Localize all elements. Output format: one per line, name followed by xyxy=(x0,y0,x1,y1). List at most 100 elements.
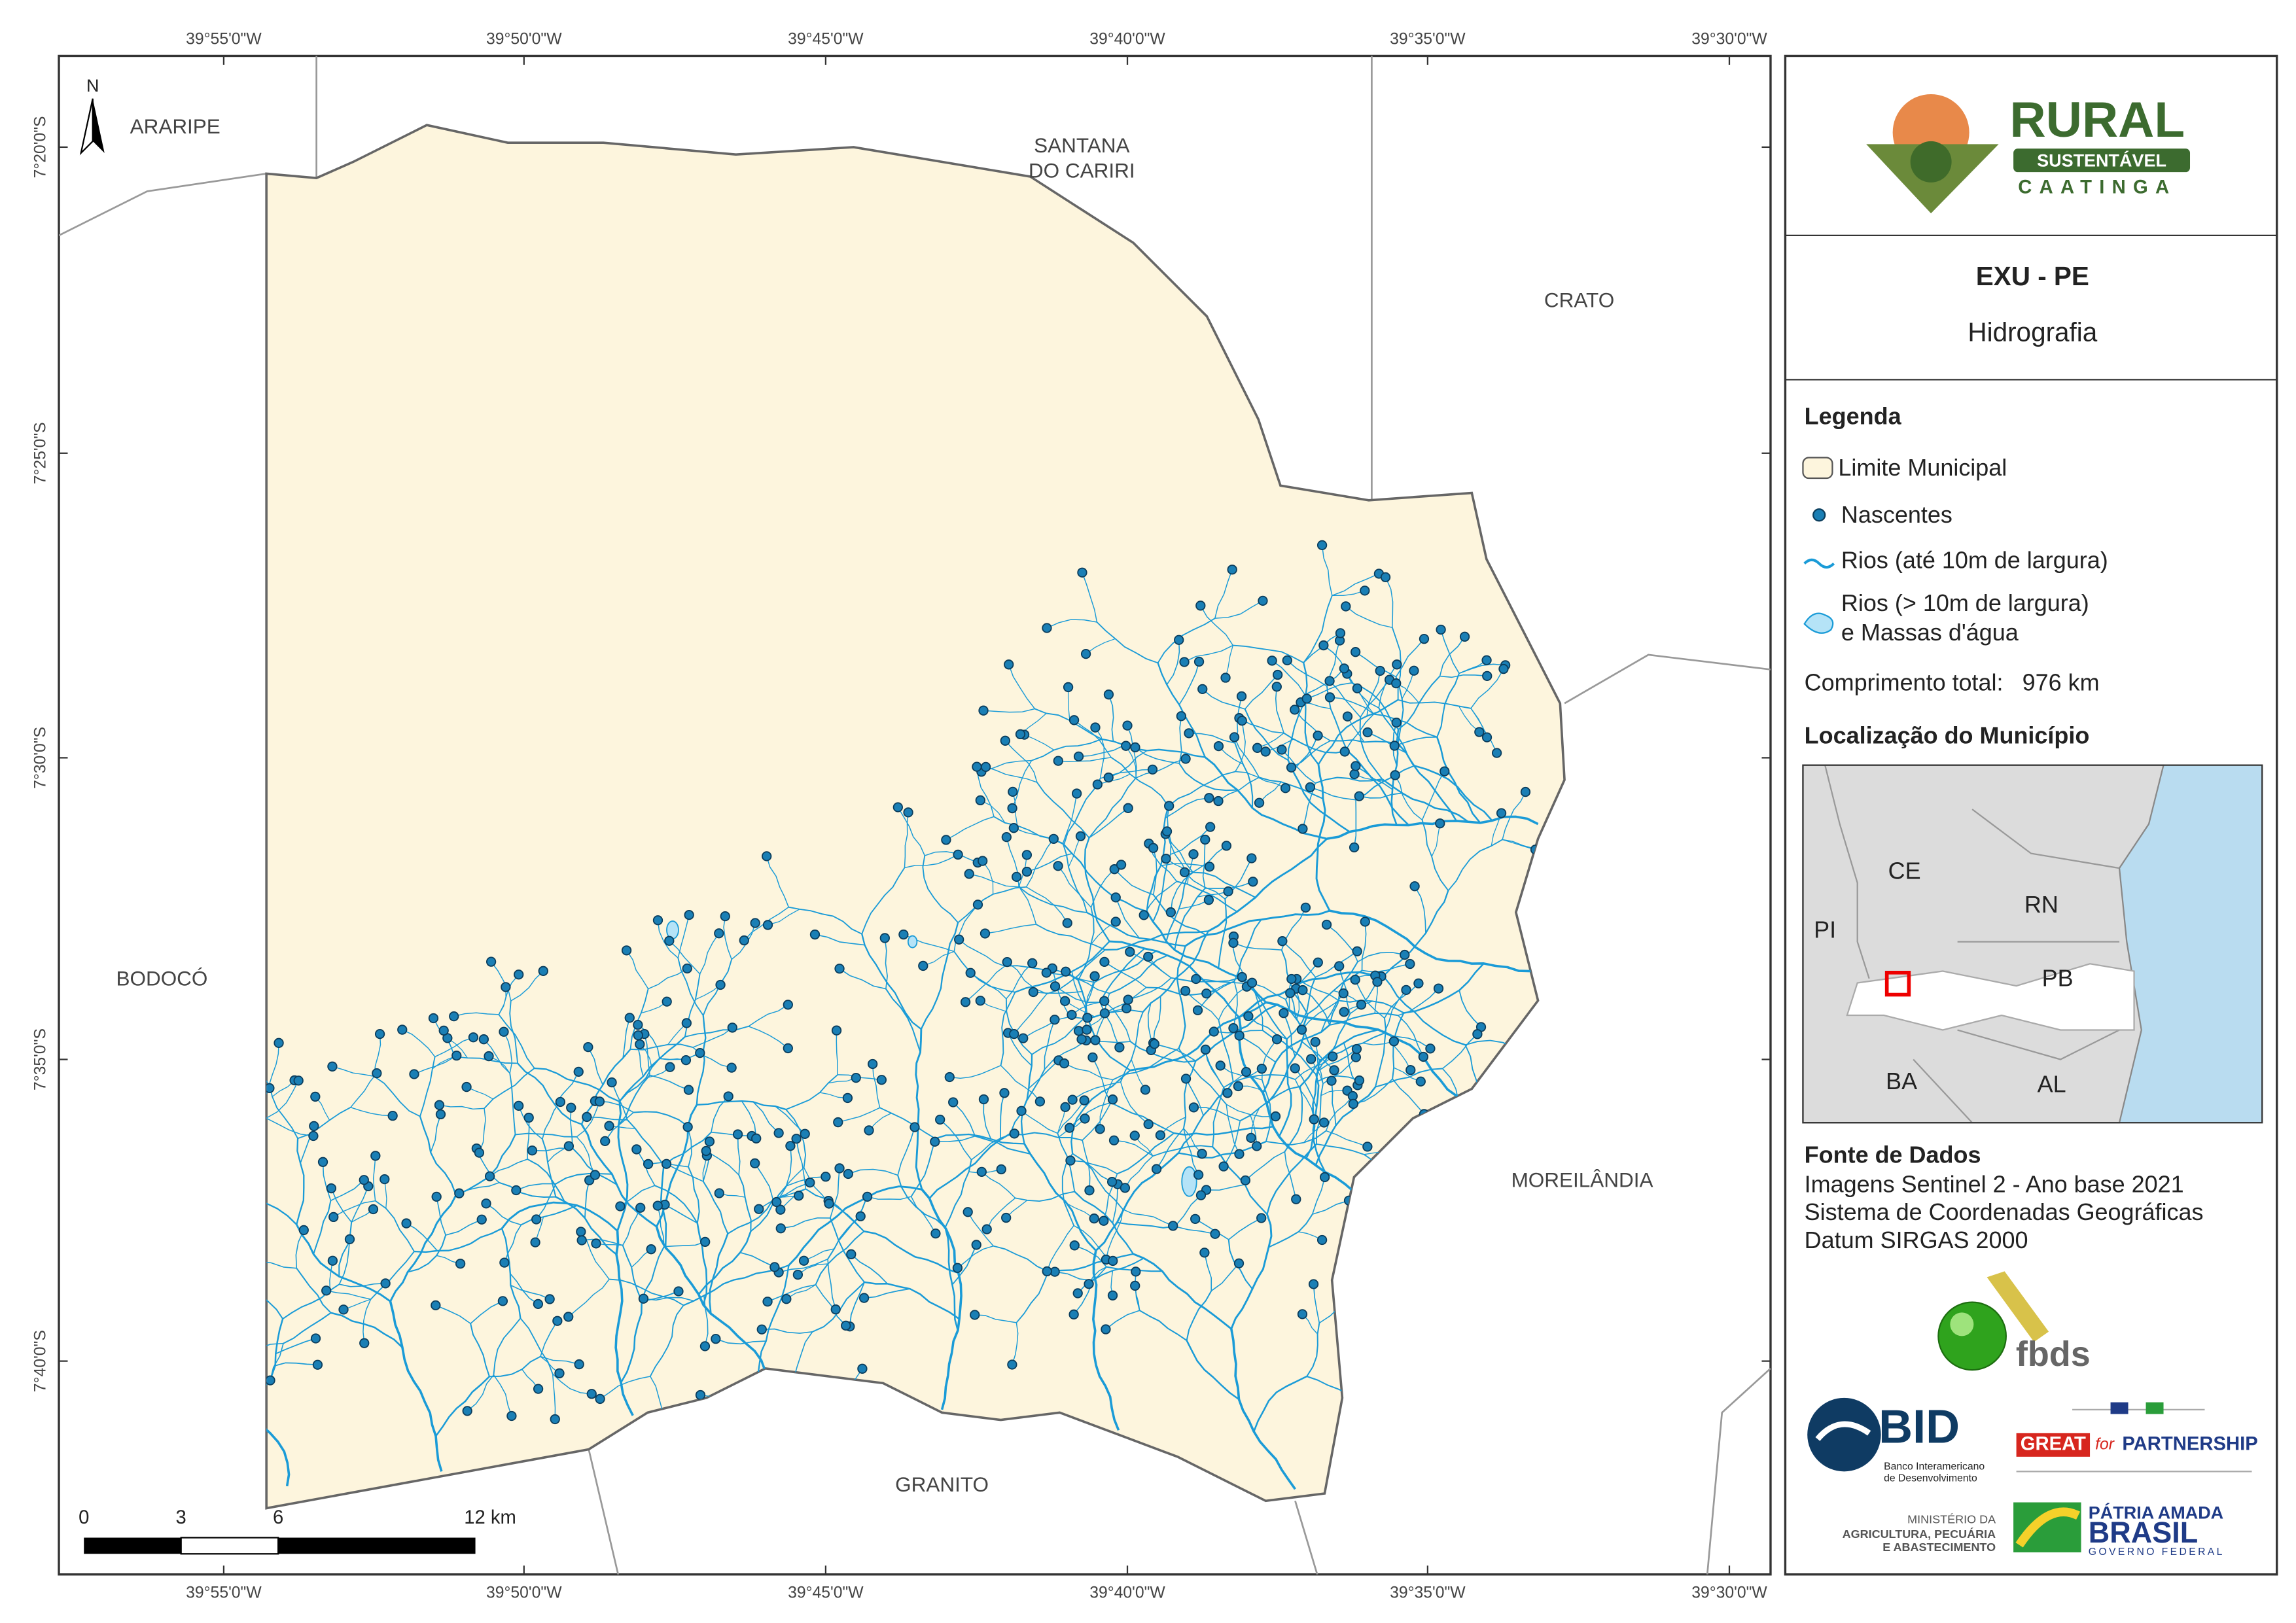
spring xyxy=(438,1025,449,1036)
river xyxy=(1225,645,1233,678)
river xyxy=(295,1224,391,1302)
river xyxy=(1063,844,1148,913)
river xyxy=(827,1259,836,1310)
river xyxy=(1374,981,1378,1013)
spring xyxy=(552,1316,563,1326)
river xyxy=(1214,569,1233,619)
spring xyxy=(1107,1094,1118,1105)
spring xyxy=(1222,1088,1233,1098)
river xyxy=(815,1230,865,1285)
river xyxy=(1072,1081,1121,1100)
river xyxy=(1436,737,1481,824)
spring xyxy=(785,1141,796,1151)
river xyxy=(430,1114,442,1153)
river xyxy=(1233,942,1282,951)
river xyxy=(934,1135,976,1143)
spring xyxy=(834,964,845,974)
river xyxy=(1090,921,1116,945)
spring xyxy=(1354,1075,1365,1086)
spring xyxy=(1197,684,1208,695)
logo-text: BID xyxy=(1879,1401,1960,1453)
spring xyxy=(996,1164,1006,1175)
spring xyxy=(1180,986,1191,996)
spring xyxy=(1319,1172,1330,1183)
river xyxy=(1012,760,1033,809)
river xyxy=(1315,777,1383,784)
river xyxy=(1072,1153,1123,1210)
spring xyxy=(1415,1076,1426,1087)
spring xyxy=(1405,958,1415,969)
river xyxy=(739,1251,775,1268)
river xyxy=(727,1198,774,1234)
river xyxy=(696,1223,708,1306)
spring xyxy=(954,934,964,945)
spring xyxy=(843,1168,853,1179)
river xyxy=(768,909,800,926)
river xyxy=(677,915,690,958)
legend-item: Rios (até 10m de largura) xyxy=(1841,547,2108,574)
river xyxy=(1115,897,1140,939)
river xyxy=(1031,738,1102,761)
river xyxy=(1157,618,1216,663)
river xyxy=(268,1043,279,1085)
river xyxy=(499,1181,556,1198)
river xyxy=(669,940,701,975)
river xyxy=(599,1376,650,1400)
river xyxy=(609,1278,684,1306)
logo-shape xyxy=(1950,1312,1974,1336)
spring xyxy=(1067,1094,1078,1105)
river xyxy=(350,1073,378,1108)
boundary xyxy=(1706,1367,1771,1575)
river xyxy=(1014,993,1048,1035)
river xyxy=(1006,962,1033,1000)
river xyxy=(1057,1100,1085,1134)
spring xyxy=(1298,824,1308,834)
river xyxy=(1109,940,1240,1019)
spring xyxy=(756,1324,767,1335)
river xyxy=(1202,839,1206,889)
spring xyxy=(591,1238,601,1249)
spring xyxy=(1050,1015,1060,1025)
spring xyxy=(1069,1240,1080,1251)
legend-symbol xyxy=(1802,457,1833,480)
spring xyxy=(1062,918,1072,928)
spring xyxy=(1221,841,1232,851)
spring xyxy=(1279,1008,1289,1019)
river xyxy=(1174,888,1206,951)
river xyxy=(1174,1226,1216,1235)
source-line: Imagens Sentinel 2 - Ano base 2021 xyxy=(1805,1170,2184,1197)
river xyxy=(1245,674,1279,710)
spring xyxy=(960,997,971,1007)
river xyxy=(925,851,978,864)
river xyxy=(372,1155,376,1201)
spring xyxy=(583,1041,593,1053)
river xyxy=(1312,1200,1349,1215)
river xyxy=(1084,837,1110,942)
river xyxy=(406,1223,438,1251)
river xyxy=(1061,1153,1074,1226)
river xyxy=(1109,954,1168,994)
river xyxy=(767,1284,816,1302)
spring xyxy=(1481,655,1492,665)
river xyxy=(915,1029,923,1190)
spring xyxy=(1002,956,1012,968)
river xyxy=(1135,758,1186,778)
river xyxy=(904,812,909,868)
river xyxy=(1286,977,1316,1040)
spring xyxy=(1301,693,1312,704)
river xyxy=(1070,1070,1131,1154)
river xyxy=(1398,1015,1424,1057)
river xyxy=(509,1073,516,1135)
river xyxy=(436,1196,446,1236)
river xyxy=(467,1374,495,1412)
spring xyxy=(695,1047,705,1058)
logo-text: PÁTRIA AMADA xyxy=(2089,1503,2223,1523)
spring xyxy=(274,1038,284,1048)
river xyxy=(576,1136,596,1176)
map-subtitle: Hidrografia xyxy=(1968,317,2097,347)
spring xyxy=(1474,727,1485,737)
spring xyxy=(435,1109,446,1120)
river xyxy=(897,807,925,856)
spring xyxy=(1147,764,1158,775)
